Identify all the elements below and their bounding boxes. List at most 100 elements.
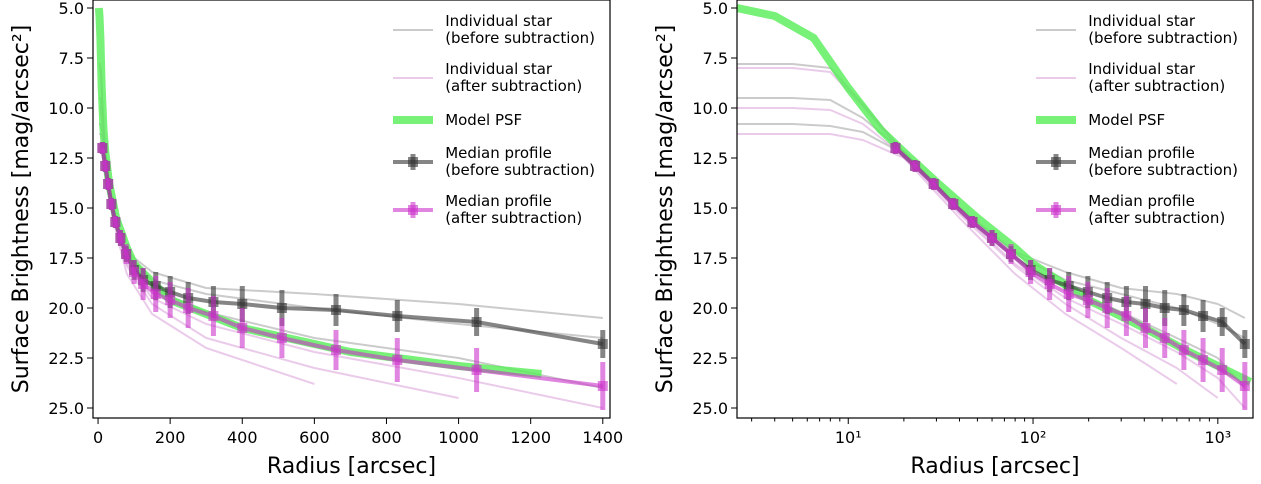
marker	[1217, 317, 1228, 327]
y-tick-label: 25.0	[692, 399, 728, 418]
marker	[1159, 333, 1170, 343]
legend-marker	[408, 157, 419, 167]
legend-item: Model PSF	[393, 102, 595, 138]
marker	[129, 267, 140, 277]
marker	[276, 333, 287, 343]
legend-swatch	[393, 202, 434, 218]
y-tick-label: 17.5	[48, 249, 84, 268]
marker	[910, 161, 921, 171]
legend-item: Median profile (after subtraction)	[393, 186, 595, 234]
marker	[330, 345, 341, 355]
y-tick-label: 22.5	[48, 349, 84, 368]
x-tick-label: 10³	[1204, 428, 1231, 447]
marker	[165, 295, 176, 305]
marker	[276, 303, 287, 313]
marker	[183, 303, 194, 313]
marker	[1159, 303, 1170, 313]
y-tick-label: 10.0	[48, 99, 84, 118]
legend-swatch	[393, 77, 434, 79]
x-tick-label: 200	[155, 428, 186, 447]
legend-item: Individual star (after subtraction)	[1036, 54, 1238, 102]
y-tick-label: 20.0	[48, 299, 84, 318]
legend-label: Individual star (before subtraction)	[445, 12, 595, 47]
marker	[471, 365, 482, 375]
legend-marker	[1051, 205, 1062, 215]
marker	[1025, 267, 1036, 277]
x-axis-title: Radius [arcsec]	[267, 454, 436, 479]
legend-item: Individual star (after subtraction)	[393, 54, 595, 102]
legend-marker	[1051, 157, 1062, 167]
legend-label: Median profile (after subtraction)	[445, 192, 583, 227]
marker	[237, 299, 248, 309]
marker	[103, 179, 114, 189]
x-axis-title: Radius [arcsec]	[910, 454, 1079, 479]
plot-area	[737, 4, 1253, 410]
x-tick-label: 0	[93, 428, 103, 447]
marker	[110, 217, 121, 227]
marker	[97, 143, 108, 153]
x-tick-label: 1000	[438, 428, 479, 447]
marker	[115, 233, 126, 243]
marker	[1102, 303, 1113, 313]
marker	[208, 311, 219, 321]
x-tick-label: 600	[299, 428, 330, 447]
marker	[1006, 249, 1017, 259]
plot-area	[94, 7, 608, 410]
legend-item: Median profile (before subtraction)	[393, 138, 595, 186]
marker	[1044, 279, 1055, 289]
marker	[106, 199, 117, 209]
x-tick-label: 10²	[1020, 428, 1047, 447]
legend-label: Model PSF	[445, 110, 523, 129]
x-tick-label: 800	[371, 428, 402, 447]
marker	[100, 161, 111, 171]
marker	[121, 249, 132, 259]
x-tick-label: 1400	[582, 428, 623, 447]
marker	[1178, 305, 1189, 315]
marker	[987, 233, 998, 243]
legend-label: Individual star (after subtraction)	[445, 60, 583, 95]
marker	[1217, 365, 1228, 375]
y-tick-label: 15.0	[48, 199, 84, 218]
marker	[1198, 311, 1209, 321]
legend-item: Model PSF	[1036, 102, 1238, 138]
marker	[1140, 299, 1151, 309]
legend-label: Median profile (after subtraction)	[1088, 192, 1226, 227]
legend-swatch	[1036, 154, 1077, 170]
legend-item: Median profile (after subtraction)	[1036, 186, 1238, 234]
marker	[1140, 323, 1151, 333]
legend-marker	[408, 205, 419, 215]
marker	[471, 317, 482, 327]
y-tick-label: 10.0	[692, 99, 728, 118]
marker	[890, 143, 901, 153]
marker	[597, 381, 608, 391]
frame	[92, 0, 611, 419]
marker	[1198, 355, 1209, 365]
legend-swatch	[1036, 116, 1077, 124]
marker	[1082, 295, 1093, 305]
marker	[1063, 289, 1074, 299]
legend: Individual star (before subtraction) Indi…	[1036, 6, 1238, 234]
marker	[1239, 381, 1250, 391]
legend-swatch	[393, 154, 434, 170]
y-tick-label: 12.5	[48, 149, 84, 168]
frame	[736, 0, 1254, 419]
legend: Individual star (before subtraction) Indi…	[393, 6, 595, 234]
legend-label: Model PSF	[1088, 110, 1166, 129]
y-tick-label: 17.5	[692, 249, 728, 268]
marker	[150, 289, 161, 299]
legend-swatch	[393, 29, 434, 31]
marker	[928, 179, 939, 189]
legend-label: Individual star (before subtraction)	[1088, 12, 1238, 47]
legend-item: Individual star (before subtraction)	[1036, 6, 1238, 54]
marker	[237, 323, 248, 333]
marker	[967, 217, 978, 227]
marker	[597, 339, 608, 349]
legend-swatch	[1036, 77, 1077, 79]
legend-item: Median profile (before subtraction)	[1036, 138, 1238, 186]
legend-label: Median profile (before subtraction)	[1088, 144, 1238, 179]
marker	[330, 305, 341, 315]
marker	[948, 199, 959, 209]
y-axis-title: Surface Brightness [mag/arcsec²]	[653, 25, 678, 394]
